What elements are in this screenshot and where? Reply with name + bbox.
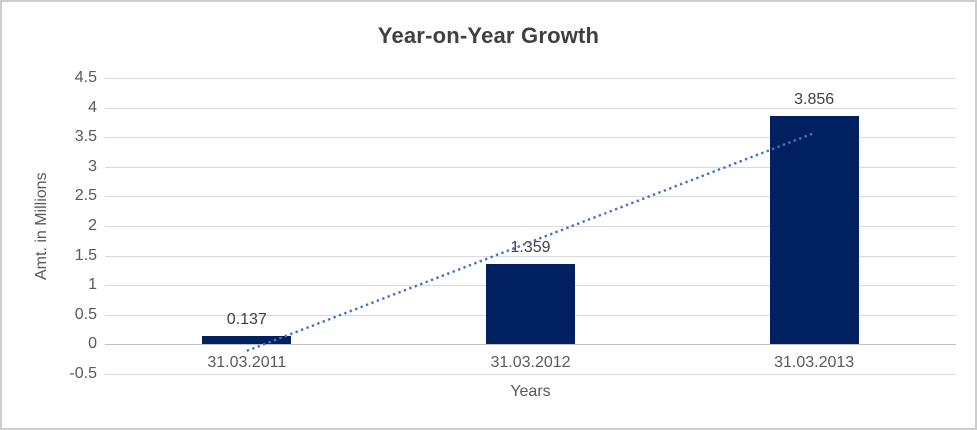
data-label: 0.137 xyxy=(226,311,267,329)
y-tick-label: -0.5 xyxy=(69,365,97,382)
bar xyxy=(769,116,859,345)
data-label: 1.359 xyxy=(510,238,551,256)
data-label: 3.856 xyxy=(794,91,835,109)
chart-title: Year-on-Year Growth xyxy=(377,23,600,48)
plot-area xyxy=(105,78,956,375)
gridline xyxy=(105,78,956,79)
y-tick-label: 0 xyxy=(88,335,97,353)
x-category-label: 31.03.2012 xyxy=(490,354,571,372)
y-tick-label: 2 xyxy=(88,217,97,234)
y-tick-label: 3 xyxy=(88,157,97,175)
y-tick-label: 3.5 xyxy=(74,128,97,146)
x-axis-line xyxy=(105,344,956,346)
y-tick-label: 2.5 xyxy=(74,187,97,205)
y-tick-label: 4.5 xyxy=(74,69,97,86)
gridline xyxy=(105,107,956,109)
bar xyxy=(486,263,575,345)
x-category-label: 31.03.2013 xyxy=(774,354,855,372)
x-axis-title: Years xyxy=(510,383,551,400)
y-tick-label: 1 xyxy=(88,276,97,294)
y-tick-label: 1.5 xyxy=(74,246,97,264)
y-tick-label: 0.5 xyxy=(74,305,97,323)
x-category-label: 31.03.2011 xyxy=(207,354,287,372)
gridline xyxy=(105,374,956,375)
y-tick-label: 4 xyxy=(88,98,97,116)
bar xyxy=(202,336,292,345)
